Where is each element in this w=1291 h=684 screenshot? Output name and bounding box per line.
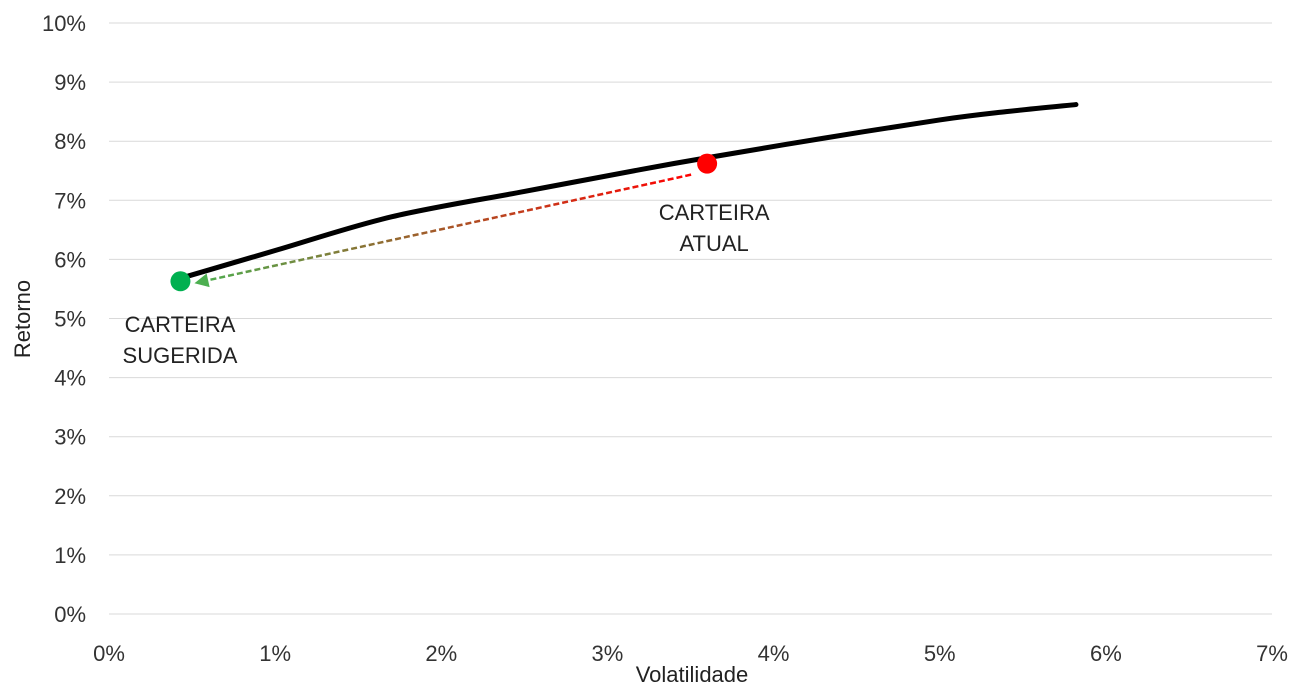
x-tick-label: 3% bbox=[592, 641, 624, 666]
portfolio-point bbox=[697, 153, 718, 174]
x-tick-label: 2% bbox=[425, 641, 457, 666]
x-tick-label: 6% bbox=[1090, 641, 1122, 666]
y-axis-title: Retorno bbox=[10, 280, 35, 358]
y-tick-label: 6% bbox=[54, 247, 86, 272]
y-tick-label: 8% bbox=[54, 129, 86, 154]
x-tick-labels: 0% 1% 2% 3% 4% 5% 6% 7% bbox=[93, 641, 1288, 666]
y-tick-label: 0% bbox=[54, 602, 86, 627]
portfolio-points: CARTEIRA ATUAL CARTEIRA SUGERIDA bbox=[123, 153, 770, 368]
portfolio-label: SUGERIDA bbox=[123, 343, 238, 368]
arrow-head bbox=[194, 273, 210, 288]
y-tick-label: 4% bbox=[54, 366, 86, 391]
y-tick-label: 7% bbox=[54, 188, 86, 213]
y-tick-labels: 0% 1% 2% 3% 4% 5% 6% 7% 8% 9% 10% bbox=[42, 11, 86, 627]
portfolio-label: CARTEIRA bbox=[659, 200, 770, 225]
x-tick-label: 1% bbox=[259, 641, 291, 666]
y-tick-label: 10% bbox=[42, 11, 86, 36]
y-tick-label: 1% bbox=[54, 543, 86, 568]
y-tick-label: 5% bbox=[54, 307, 86, 332]
x-tick-label: 0% bbox=[93, 641, 125, 666]
rebalance-arrow-layer bbox=[194, 173, 692, 288]
y-tick-label: 2% bbox=[54, 484, 86, 509]
portfolio-point bbox=[170, 271, 191, 292]
x-axis-title: Volatilidade bbox=[636, 662, 749, 684]
series-layer bbox=[177, 102, 1079, 281]
gridlines bbox=[109, 22, 1272, 615]
x-tick-label: 4% bbox=[758, 641, 790, 666]
y-tick-label: 9% bbox=[54, 70, 86, 95]
rebalance-arrow bbox=[202, 173, 692, 283]
x-tick-label: 7% bbox=[1256, 641, 1288, 666]
y-tick-label: 3% bbox=[54, 425, 86, 450]
portfolio-label: ATUAL bbox=[679, 231, 748, 256]
x-tick-label: 5% bbox=[924, 641, 956, 666]
portfolio-label: CARTEIRA bbox=[125, 312, 236, 337]
efficient-frontier-line bbox=[177, 102, 1079, 281]
